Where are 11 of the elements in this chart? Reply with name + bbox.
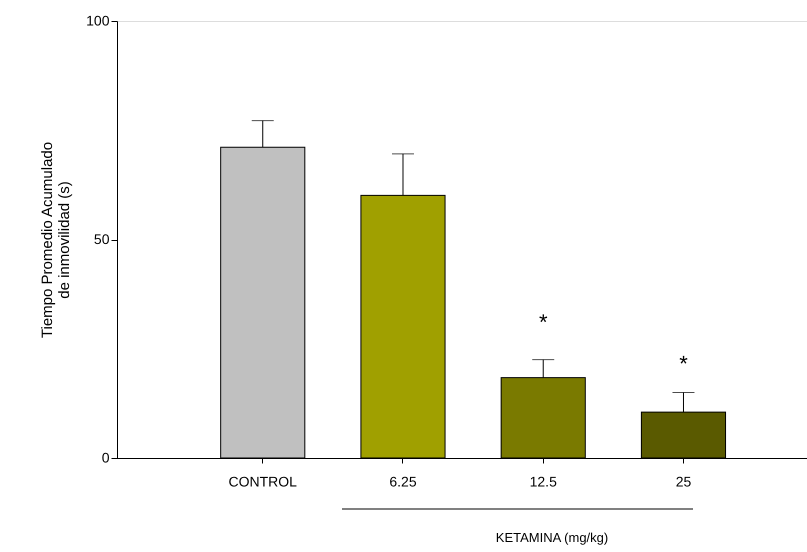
y-tick-label: 0	[102, 450, 110, 466]
x-tick-label: 25	[676, 474, 692, 490]
annotation: *	[538, 310, 548, 335]
x-tick-label: 12.5	[530, 474, 558, 490]
y-tick-label: 50	[94, 231, 110, 247]
x-tick-label: CONTROL	[228, 474, 298, 490]
y-tick-label: 100	[86, 12, 110, 28]
text: KETAMINA (mg/kg)	[496, 530, 608, 545]
annotation: *	[679, 351, 688, 376]
x-tick-label: 6.25	[389, 474, 417, 490]
y-axis-title: Tiempo Promedio Acumulado de inmovilidad (s)	[39, 142, 74, 338]
